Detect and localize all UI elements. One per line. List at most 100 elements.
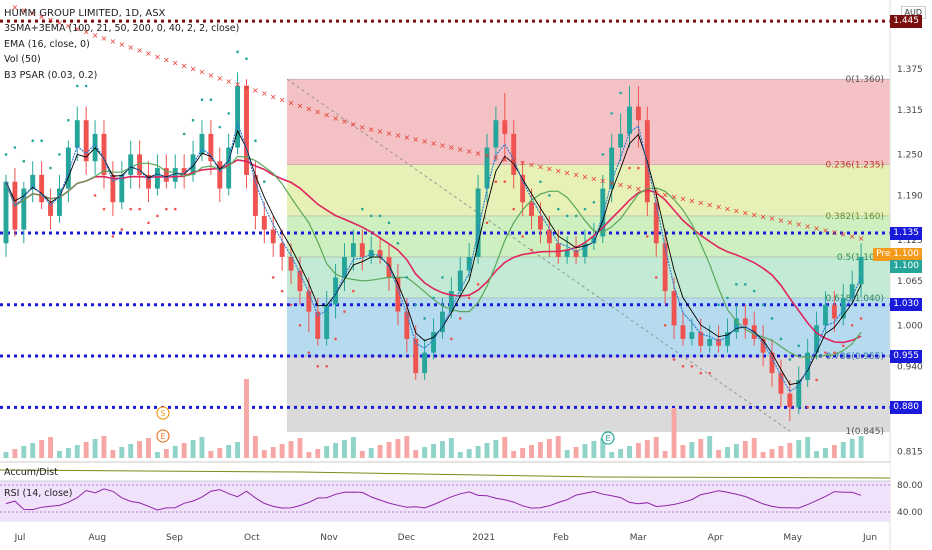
accum-dist-pane	[0, 462, 890, 480]
psar-dot	[369, 214, 373, 218]
candle-body	[457, 270, 463, 292]
candle-body	[627, 106, 632, 134]
psar-dot	[298, 323, 302, 327]
price-axis-tick: 0.940	[897, 362, 923, 372]
psar-dot	[254, 139, 257, 143]
ma200-marker: ×	[840, 230, 847, 239]
volume-bar	[537, 442, 543, 458]
psar-dot	[396, 241, 400, 245]
volume-bar	[422, 447, 428, 458]
ma200-marker: ×	[769, 214, 776, 223]
candle-body	[448, 291, 454, 312]
candle-body	[814, 325, 820, 353]
volume-bar	[119, 447, 125, 458]
volume-bar	[698, 439, 704, 458]
psar-dot	[565, 214, 569, 218]
candle-body	[244, 86, 249, 175]
ma200-marker: ×	[403, 133, 410, 142]
ma200-marker: ×	[457, 145, 464, 154]
psar-dot	[503, 180, 507, 184]
psar-dot	[441, 276, 444, 279]
ma200-marker: ×	[47, 15, 54, 24]
volume-bar	[324, 446, 330, 458]
ma200-marker: ×	[608, 179, 615, 188]
volume-bar	[858, 436, 864, 458]
candle-body	[680, 325, 686, 339]
psar-dot	[307, 351, 311, 354]
candle-body	[849, 284, 855, 298]
ma200-marker: ×	[314, 108, 321, 117]
ma200-marker: ×	[813, 224, 820, 233]
fib-zone	[287, 256, 890, 298]
time-axis-tick: Jun	[862, 533, 877, 543]
ma200-marker: ×	[341, 117, 348, 126]
volume-bar	[849, 439, 855, 458]
psar-dot	[263, 180, 266, 184]
psar-dot	[530, 248, 533, 252]
psar-dot	[467, 296, 471, 300]
candle-body	[840, 297, 846, 319]
psar-dot	[485, 221, 489, 225]
ma200-marker: ×	[154, 52, 161, 61]
psar-dot	[414, 303, 418, 307]
volume-bar	[689, 442, 695, 458]
fib-zone	[287, 215, 890, 257]
time-axis-tick: Nov	[320, 533, 338, 543]
candle-body	[315, 311, 321, 339]
time-axis-tick: Feb	[553, 533, 569, 543]
ma200-marker: ×	[395, 131, 402, 140]
earnings-marker-letter: E	[160, 432, 165, 441]
price-tag: 0.955	[890, 349, 922, 363]
ma200-marker: ×	[305, 105, 312, 114]
ma200-marker: ×	[484, 151, 491, 160]
volume-bar	[805, 437, 811, 458]
ma200-marker: ×	[323, 111, 330, 120]
ma200-marker: ×	[297, 102, 304, 111]
ma200-marker: ×	[849, 232, 856, 241]
earnings-marker	[156, 429, 170, 443]
fib-label: 1(0.845)	[845, 427, 884, 437]
price-axis-tick: 1.315	[897, 106, 923, 116]
ma200-marker: ×	[742, 208, 749, 217]
volume-bar	[279, 444, 285, 458]
candle-body	[359, 243, 365, 257]
ma200-marker: ×	[858, 234, 865, 243]
ma200-marker: ×	[225, 77, 232, 86]
candle-body	[493, 120, 499, 148]
ma200-marker: ×	[332, 114, 339, 123]
volume-bar	[74, 445, 80, 458]
psar-dot	[743, 282, 747, 286]
candle-body	[653, 202, 659, 244]
candle-body	[858, 256, 864, 285]
candle-body	[74, 120, 80, 148]
time-axis-tick: Jul	[14, 533, 26, 543]
psar-dot	[67, 118, 70, 122]
ma200-marker: ×	[680, 194, 687, 203]
psar-dot	[770, 317, 774, 320]
psar-dot	[450, 337, 453, 341]
psar-dot	[165, 207, 168, 211]
volume-bar	[404, 436, 410, 458]
fib-zone	[287, 164, 890, 216]
ma200-marker: ×	[591, 175, 598, 184]
volume-bar	[342, 440, 347, 458]
psar-dot	[209, 98, 213, 102]
volume-bar	[609, 452, 615, 458]
psar-dot	[601, 153, 605, 156]
ma200-marker: ×	[110, 37, 117, 46]
psar-dot	[75, 84, 79, 88]
volume-bar	[627, 446, 632, 458]
price-tag: 1.030	[890, 298, 922, 312]
rsi-line	[5, 488, 862, 511]
volume-bar	[742, 441, 748, 458]
psar-dot	[22, 159, 26, 163]
candle-body	[484, 147, 490, 189]
volume-bar	[56, 451, 62, 458]
psar-dot	[735, 282, 738, 286]
volume-bar	[769, 449, 775, 458]
rsi-axis-tick: 80.00	[897, 481, 923, 491]
psar-dot	[726, 296, 729, 300]
psar-dot	[316, 364, 320, 368]
ma200-marker: ×	[163, 55, 170, 64]
